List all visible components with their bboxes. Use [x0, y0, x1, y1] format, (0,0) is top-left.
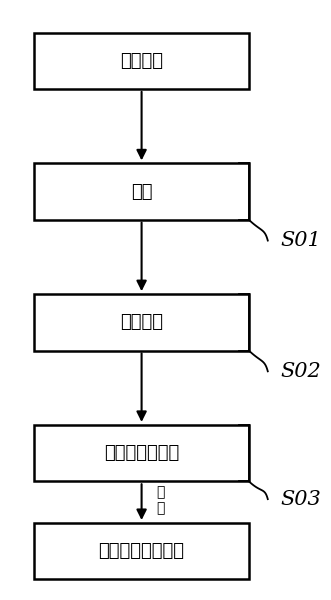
FancyBboxPatch shape	[34, 32, 249, 89]
Text: 多普勒频率调制: 多普勒频率调制	[104, 444, 179, 462]
Text: S03: S03	[280, 490, 321, 509]
Text: 输
出: 输 出	[156, 485, 165, 515]
FancyBboxPatch shape	[34, 425, 249, 481]
Text: S01: S01	[280, 231, 321, 250]
Text: S02: S02	[280, 362, 321, 381]
Text: 衰减: 衰减	[131, 182, 152, 200]
FancyBboxPatch shape	[34, 294, 249, 350]
Text: 模拟目标速度信号: 模拟目标速度信号	[99, 542, 185, 560]
Text: 主振信号: 主振信号	[120, 52, 163, 70]
Text: 定向耦合: 定向耦合	[120, 313, 163, 331]
FancyBboxPatch shape	[34, 523, 249, 580]
FancyBboxPatch shape	[34, 163, 249, 220]
